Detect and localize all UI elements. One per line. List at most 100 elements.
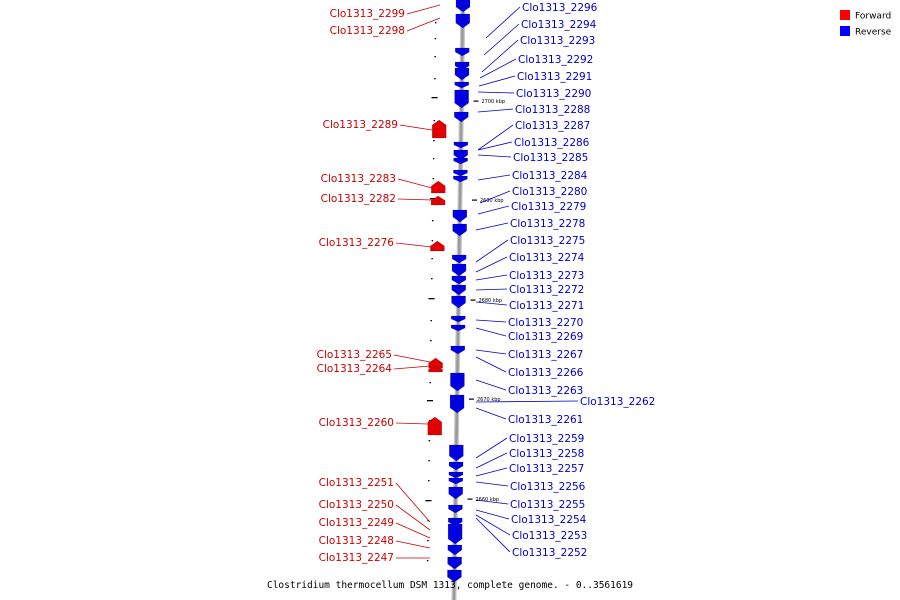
position-marker	[431, 97, 438, 99]
forward-leader-line	[399, 124, 433, 131]
position-marker	[434, 22, 437, 24]
forward-gene-label: Clo1313_2264	[317, 363, 393, 375]
forward-leader-line	[406, 17, 441, 32]
reverse-leader-line	[477, 154, 512, 158]
forward-leader-line	[395, 540, 431, 549]
reverse-gene-glyph	[448, 461, 464, 471]
tick-mark	[473, 100, 479, 102]
reverse-leader-line	[475, 319, 507, 323]
position-marker	[430, 320, 432, 322]
reverse-gene-glyph	[447, 523, 463, 545]
tick-mark	[469, 398, 475, 400]
forward-gene-label: Clo1313_2250	[319, 499, 394, 511]
tick-label: 2680 kbp	[479, 298, 503, 304]
gene-features	[427, 0, 471, 583]
reverse-gene-label: Clo1313_2271	[509, 300, 584, 312]
reverse-gene-glyph	[451, 284, 466, 296]
reverse-gene-glyph	[447, 544, 463, 556]
position-marker	[430, 198, 437, 200]
tick-mark	[470, 299, 476, 301]
reverse-gene-label: Clo1313_2267	[508, 349, 583, 361]
reverse-leader-line	[477, 124, 514, 151]
reverse-gene-label: Clo1313_2263	[508, 385, 583, 397]
reverse-gene-label: Clo1313_2261	[508, 414, 583, 426]
forward-leader-line	[395, 504, 431, 531]
reverse-gene-label: Clo1313_2293	[520, 35, 595, 47]
reverse-leader-line	[483, 23, 520, 56]
reverse-gene-glyph	[453, 157, 468, 165]
reverse-gene-glyph	[454, 81, 470, 89]
reverse-gene-glyph	[454, 111, 469, 123]
reverse-leader-line	[477, 174, 511, 181]
reverse-gene-label: Clo1313_2258	[509, 448, 584, 460]
reverse-gene-glyph	[451, 254, 467, 264]
forward-leader-line	[393, 365, 431, 370]
position-marker	[434, 56, 436, 58]
forward-gene-label: Clo1313_2282	[321, 193, 396, 205]
forward-gene-label: Clo1313_2247	[319, 552, 394, 564]
forward-leader-line	[395, 482, 431, 523]
forward-gene-label: Clo1313_2298	[330, 25, 405, 37]
reverse-gene-label: Clo1313_2292	[518, 54, 593, 66]
gene-labels: Clo1313_2299 Clo1313_2298 Clo1313_2289 Clo1…	[317, 2, 656, 564]
reverse-gene-glyph	[448, 486, 463, 500]
forward-gene-glyph	[430, 240, 445, 252]
reverse-gene-label: Clo1313_2254	[511, 514, 587, 526]
reverse-gene-glyph	[455, 47, 470, 57]
tick-label: 2670 kbp	[477, 397, 501, 403]
reverse-gene-label: Clo1313_2280	[512, 186, 587, 198]
reverse-gene-glyph	[452, 209, 468, 223]
forward-gene-label: Clo1313_2289	[323, 119, 398, 131]
reverse-gene-label: Clo1313_2266	[508, 367, 584, 379]
position-marker	[428, 298, 435, 300]
reverse-gene-glyph	[453, 141, 469, 149]
legend-label: Reverse	[855, 28, 892, 38]
reverse-gene-glyph	[449, 444, 464, 462]
genome-caption: Clostridium thermocellum DSM 1313, compl…	[267, 580, 633, 591]
reverse-gene-label: Clo1313_2253	[512, 530, 587, 542]
reverse-gene-glyph	[454, 67, 470, 81]
position-marker	[433, 140, 435, 142]
position-marker	[427, 400, 433, 402]
forward-leader-line	[393, 354, 431, 363]
reverse-gene-label: Clo1313_2291	[517, 71, 592, 83]
position-marker	[431, 220, 434, 222]
reverse-leader-line	[481, 39, 519, 73]
tick-label: 2660 kbp	[476, 497, 500, 503]
reverse-leader-line	[475, 481, 509, 487]
reverse-gene-label: Clo1313_2285	[513, 152, 588, 164]
forward-leader-line	[397, 178, 433, 189]
reverse-gene-label: Clo1313_2270	[508, 317, 583, 329]
reverse-gene-glyph	[451, 315, 466, 323]
reverse-gene-label: Clo1313_2278	[510, 218, 585, 230]
forward-leader-line	[406, 4, 441, 15]
reverse-leader-line	[475, 499, 509, 505]
reverse-gene-glyph	[448, 504, 463, 514]
tick-label: 2700 kbp	[481, 99, 505, 105]
forward-gene-label: Clo1313_2265	[317, 349, 392, 361]
position-marker	[431, 278, 433, 280]
forward-gene-label: Clo1313_2249	[319, 517, 394, 529]
reverse-gene-glyph	[453, 175, 468, 183]
reverse-gene-glyph	[455, 13, 471, 29]
reverse-gene-label: Clo1313_2275	[510, 235, 585, 247]
reverse-leader-line	[475, 349, 507, 355]
reverse-gene-label: Clo1313_2272	[509, 284, 584, 296]
forward-gene-glyph	[428, 357, 443, 369]
reverse-leader-line	[477, 91, 515, 94]
reverse-leader-line	[475, 467, 508, 477]
reverse-gene-glyph	[451, 295, 466, 309]
position-marker	[432, 178, 435, 180]
position-marker	[428, 440, 431, 442]
forward-gene-label: Clo1313_2251	[319, 477, 394, 489]
reverse-gene-label: Clo1313_2290	[516, 88, 591, 100]
reverse-gene-label: Clo1313_2256	[510, 481, 586, 493]
reverse-gene-label: Clo1313_2296	[522, 2, 598, 14]
position-marker	[428, 480, 430, 482]
forward-leader-line	[395, 522, 431, 539]
position-marker	[426, 560, 429, 562]
reverse-gene-label: Clo1313_2274	[509, 252, 585, 264]
forward-gene-label: Clo1313_2299	[330, 8, 405, 20]
forward-gene-glyph	[427, 416, 442, 436]
